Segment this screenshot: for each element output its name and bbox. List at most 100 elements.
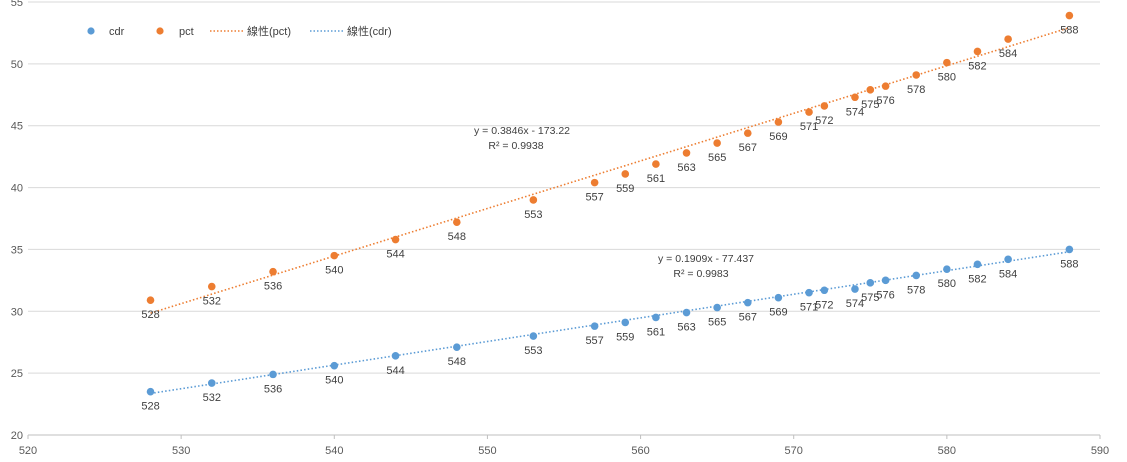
- y-tick-label-50: 50: [11, 59, 23, 71]
- pct-point-label-557: 557: [585, 192, 603, 204]
- pct-point-label-559: 559: [616, 183, 634, 195]
- cdr-point-label-575: 575: [861, 292, 879, 304]
- cdr-point-561: [652, 313, 660, 322]
- y-tick-label-55: 55: [11, 0, 23, 9]
- pct-point-label-572: 572: [815, 115, 833, 127]
- cdr-point-578: [912, 271, 921, 280]
- cdr-point-label-572: 572: [815, 299, 833, 311]
- cdr-point-label-536: 536: [264, 383, 282, 395]
- pct-point-label-553: 553: [524, 209, 542, 221]
- pct-point-label-532: 532: [203, 296, 221, 308]
- cdr-point-567: [743, 298, 752, 307]
- pct-point-532: [207, 282, 216, 291]
- cdr-point-label-540: 540: [325, 375, 343, 387]
- axes: 20 25 30 35 40 45 50 55 520 530 540 550 560 570 580 590: [11, 0, 1109, 457]
- cdr-point-582: [973, 260, 982, 269]
- pct-point-label-588: 588: [1060, 25, 1078, 37]
- pct-point-553: [529, 196, 538, 204]
- pct-point-582: [973, 47, 982, 56]
- y-tick-label-20: 20: [11, 430, 23, 442]
- pct-point-584: [1004, 35, 1012, 43]
- cdr-r2-text: R² = 0.9983: [673, 268, 728, 280]
- legend: cdr pct 線性(pct) 線性(cdr): [87, 24, 392, 38]
- pct-point-label-528: 528: [141, 309, 159, 321]
- pct-point-label-580: 580: [938, 72, 956, 84]
- pct-point-557: [590, 178, 599, 187]
- pct-trendline: [150, 26, 1070, 314]
- cdr-point-576: [881, 276, 890, 285]
- legend-marker-pct: [156, 27, 164, 35]
- cdr-point-536: [269, 370, 277, 379]
- x-tick-label-570: 570: [785, 445, 803, 457]
- pct-point-label-576: 576: [876, 95, 894, 107]
- cdr-point-label-582: 582: [968, 273, 986, 285]
- legend-label-cdr: cdr: [109, 26, 125, 38]
- x-tick-label-530: 530: [172, 445, 190, 457]
- cdr-point-544: [391, 352, 400, 360]
- x-tick-label-560: 560: [631, 445, 649, 457]
- cdr-point-label-571: 571: [800, 302, 818, 314]
- legend-label-pct-trend: 線性(pct): [247, 24, 291, 38]
- pct-point-567: [743, 129, 752, 137]
- cdr-point-label-548: 548: [448, 356, 466, 368]
- cdr-point-571: [805, 288, 813, 297]
- cdr-point-label-532: 532: [203, 392, 221, 404]
- cdr-point-label-588: 588: [1060, 258, 1078, 270]
- pct-point-label-536: 536: [264, 281, 282, 293]
- pct-point-label-569: 569: [769, 131, 787, 143]
- x-tick-label-580: 580: [938, 445, 956, 457]
- x-tick-label-590: 590: [1091, 445, 1109, 457]
- cdr-point-label-528: 528: [141, 401, 159, 413]
- cdr-point-575: [866, 279, 875, 287]
- pct-point-580: [943, 58, 951, 67]
- cdr-point-label-584: 584: [999, 268, 1017, 280]
- pct-point-575: [866, 86, 875, 94]
- cdr-point-532: [207, 379, 216, 387]
- pct-point-576: [881, 82, 890, 90]
- cdr-point-572: [820, 286, 829, 295]
- pct-point-548: [453, 218, 461, 227]
- cdr-point-548: [453, 343, 461, 351]
- pct-point-label-584: 584: [999, 48, 1017, 60]
- cdr-point-565: [713, 303, 721, 312]
- cdr-point-label-553: 553: [524, 345, 542, 357]
- pct-point-label-563: 563: [677, 162, 695, 174]
- data-points: [146, 11, 1074, 396]
- pct-point-574: [851, 93, 859, 102]
- legend-marker-cdr: [87, 27, 95, 35]
- pct-trend-equation: y = 0.3846x - 173.22 R² = 0.9938: [474, 125, 570, 152]
- cdr-point-label-578: 578: [907, 284, 925, 296]
- cdr-point-label-563: 563: [677, 322, 695, 334]
- data-labels: 528 532 536 540 544 548 553 557 559 561 563 565 567 5…: [141, 25, 1078, 413]
- pct-point-561: [652, 160, 660, 168]
- pct-point-label-575: 575: [861, 99, 879, 111]
- pct-point-label-567: 567: [739, 142, 757, 154]
- pct-point-588: [1065, 11, 1074, 20]
- y-tick-label-45: 45: [11, 121, 23, 133]
- cdr-point-588: [1065, 245, 1074, 254]
- cdr-trendline: [150, 250, 1070, 395]
- pct-point-label-574: 574: [846, 106, 864, 118]
- pct-point-label-578: 578: [907, 84, 925, 96]
- gridlines: [28, 1, 1100, 374]
- cdr-point-559: [621, 318, 630, 327]
- cdr-point-label-559: 559: [616, 331, 634, 343]
- pct-point-565: [713, 139, 721, 147]
- legend-label-pct: pct: [179, 26, 194, 38]
- cdr-point-574: [851, 285, 859, 293]
- cdr-point-540: [330, 361, 339, 370]
- pct-point-540: [330, 251, 339, 260]
- cdr-point-563: [682, 308, 691, 317]
- pct-point-label-544: 544: [386, 249, 404, 261]
- cdr-point-553: [529, 332, 538, 340]
- cdr-point-label-561: 561: [647, 326, 665, 338]
- pct-point-536: [269, 267, 277, 276]
- pct-point-label-582: 582: [968, 60, 986, 72]
- pct-point-label-571: 571: [800, 121, 818, 133]
- pct-point-label-548: 548: [448, 231, 466, 243]
- pct-r2-text: R² = 0.9938: [488, 140, 543, 152]
- cdr-point-528: [146, 387, 155, 396]
- x-tick-label-540: 540: [325, 445, 343, 457]
- cdr-point-label-565: 565: [708, 317, 726, 329]
